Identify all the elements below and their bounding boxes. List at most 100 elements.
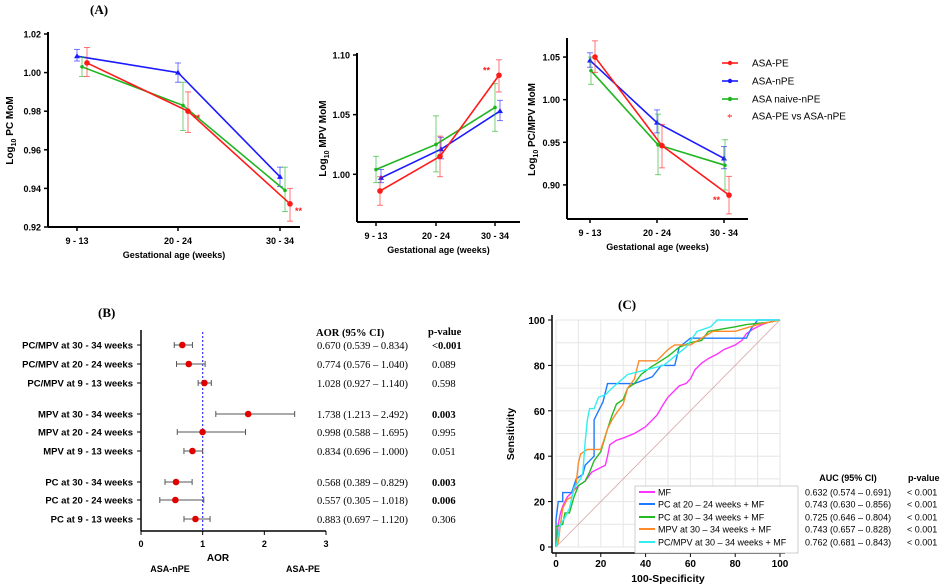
table-header: AUC (95% CI): [819, 473, 877, 483]
y-axis-label: Log10 MPV MoM: [318, 100, 331, 176]
x-axis-label: 100-Specificity: [631, 573, 705, 585]
row-label: PC at 30 - 34 weeks: [45, 478, 133, 489]
data-point: [659, 142, 665, 149]
series-asa-npe: [587, 52, 727, 170]
data-point: [589, 68, 593, 73]
p-value: <0.001: [432, 341, 462, 352]
y-tick-label: 0.98: [23, 107, 41, 117]
y-tick-label: 0.96: [23, 145, 41, 155]
data-point: [374, 167, 378, 172]
y-label-subscript: 10: [324, 150, 331, 158]
aor-ci-value: 0.774 (0.576 – 1.040): [317, 360, 408, 371]
p-value: 0.006: [432, 496, 456, 507]
asterisk-icon: *: [727, 112, 733, 124]
x-tick-label: 100: [772, 559, 789, 570]
x-tick-label: 20: [595, 559, 607, 570]
significance-marker: **: [713, 195, 721, 205]
x-tick-label: 30 - 34: [710, 228, 738, 238]
legend-item: MPV at 30 – 34 weeks + MF: [639, 525, 772, 535]
data-point: [283, 188, 287, 193]
x-axis-label: Gestational age (weeks): [387, 245, 490, 255]
legend-box: [634, 485, 799, 554]
favours-left-label: ASA-nPE: [150, 564, 190, 574]
aor-point: [172, 478, 180, 486]
x-tick-label: 30 - 34: [266, 236, 294, 246]
x-tick-label: 80: [730, 559, 742, 570]
p-value: < 0.001: [907, 525, 937, 535]
roc-chart: 0 20 40 60 80 100 0 20 40 60 80 100 100-Specificity S…: [505, 315, 940, 585]
series-asa-naive-npe: [373, 83, 498, 184]
aor-ci-value: 0.670 (0.539 – 0.834): [317, 341, 408, 352]
y-tick-label: 0: [539, 543, 545, 554]
forest-row: MPV at 9 - 13 weeks 0.834 (0.696 – 1.000)…: [43, 447, 455, 459]
auc-value: 0.762 (0.681 – 0.843): [805, 538, 891, 548]
data-point: [185, 108, 191, 114]
y-label-subscript: 10: [11, 138, 18, 146]
aor-point: [189, 447, 196, 455]
legend-marker: [727, 60, 733, 66]
x-tick-label: 0: [138, 539, 143, 549]
x-tick-label: 3: [323, 539, 328, 549]
legend-item: ASA naive-nPE: [722, 95, 821, 106]
forest-row: PC at 9 - 13 weeks 0.883 (0.697 – 1.120) 0…: [51, 515, 456, 527]
data-point: [74, 53, 80, 59]
panel-c-label: (C): [618, 297, 636, 312]
row-label: PC at 20 - 24 weeks: [45, 496, 133, 507]
y-tick-label: 0.92: [23, 223, 41, 233]
x-axis-label: AOR: [207, 553, 230, 564]
auc-value: 0.743 (0.657 – 0.828): [805, 525, 891, 535]
data-point: [726, 192, 732, 198]
y-tick-label: 1.02: [23, 30, 41, 40]
auc-value: 0.725 (0.646 – 0.804): [805, 513, 891, 523]
y-tick-label: 1.10: [332, 51, 350, 61]
aor-ci-value: 0.834 (0.696 – 1.000): [317, 447, 408, 458]
y-tick-label: 1.00: [23, 68, 41, 78]
y-axis-label: Log10 PC MoM: [5, 96, 18, 164]
row-label: PC at 9 - 13 weeks: [51, 515, 133, 526]
forest-row: PC/MPV at 9 - 13 weeks 1.028 (0.927 – 1.1…: [27, 379, 455, 391]
roc-curve: [555, 319, 780, 547]
aor-ci-value: 0.557 (0.305 – 1.018): [317, 496, 408, 507]
row-label: PC/MPV at 9 - 13 weeks: [27, 379, 133, 390]
aor-point: [244, 410, 252, 418]
x-axis-label: Gestational age (weeks): [606, 242, 709, 252]
data-point: [277, 173, 283, 179]
y-tick-label: 60: [534, 407, 546, 418]
aor-ci-value: 0.568 (0.389 – 0.829): [317, 478, 408, 489]
series-asa-npe: [74, 48, 283, 187]
series-asa-pe: [592, 40, 732, 215]
p-value: < 0.001: [907, 500, 937, 510]
y-tick-label: 1.05: [542, 53, 560, 63]
y-label-rest: PC/MPV MoM: [527, 83, 538, 150]
data-point: [496, 72, 502, 79]
legend: ASA-PE ASA-nPE ASA naive-nPE * ASA-PE vs ASA…: [722, 59, 846, 124]
data-point: [84, 60, 90, 66]
aor-point: [172, 496, 179, 504]
line-chart-3: 0.90 0.95 1.00 1.05 9 - 13 20 - 24 30 - 34Gest…: [527, 38, 846, 252]
data-point: [592, 54, 598, 60]
data-point: [377, 188, 383, 194]
x-tick-label: 20 - 24: [164, 236, 192, 246]
p-value: 0.306: [432, 515, 456, 526]
y-tick-label: 80: [534, 361, 546, 372]
line-chart-2: 1.00 1.05 1.10 9 - 13 20 - 24 30 - 34 Gestatio…: [318, 51, 520, 255]
data-point: [287, 201, 293, 207]
panel-a-label: (A): [90, 2, 108, 17]
p-value: 0.995: [432, 428, 456, 439]
favours-right-label: ASA-PE: [286, 564, 320, 574]
legend-label: MF: [658, 488, 671, 498]
x-axis-label: Gestational age (weeks): [123, 250, 226, 260]
y-label-rest: MPV MoM: [318, 100, 329, 150]
p-value: 0.003: [432, 410, 456, 421]
y-tick-label: 20: [534, 498, 546, 509]
x-tick-label: 20 - 24: [643, 228, 671, 238]
aor-point: [179, 341, 186, 349]
legend-label: ASA naive-nPE: [752, 95, 821, 106]
y-tick-label: 40: [534, 452, 546, 463]
legend-label: PC at 30 – 34 weeks + MF: [658, 513, 765, 523]
p-value: 0.003: [432, 478, 456, 489]
significance-marker: **: [193, 113, 201, 123]
x-tick-label: 20 - 24: [422, 231, 450, 241]
y-label-prefix: Log: [527, 158, 538, 176]
table-header: AOR (95% CI): [316, 328, 385, 339]
